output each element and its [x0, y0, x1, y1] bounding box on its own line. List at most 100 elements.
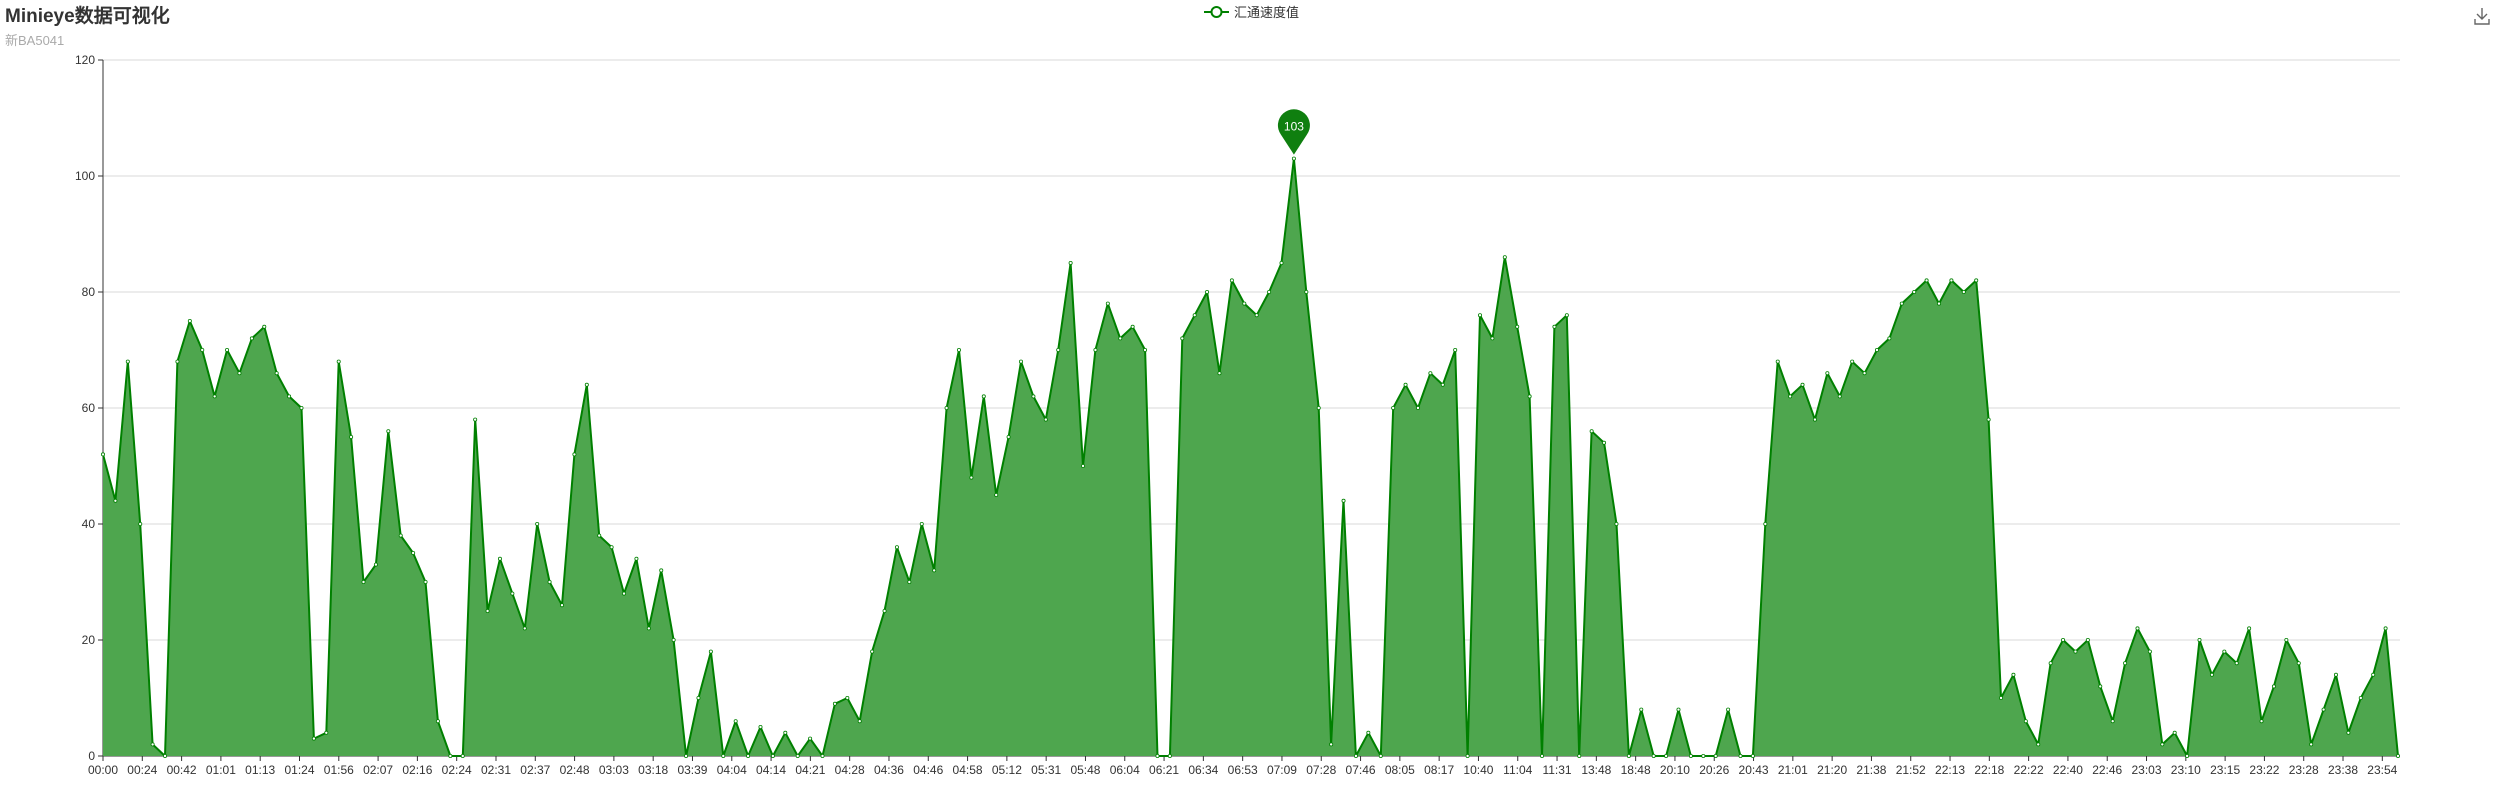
data-point	[2222, 649, 2227, 654]
x-tick-label: 05:31	[1031, 763, 1061, 777]
data-point	[1515, 324, 1520, 329]
max-marker: 103	[1277, 109, 1310, 155]
data-point	[1093, 347, 1098, 352]
data-point	[1031, 394, 1036, 399]
x-tick-label: 20:10	[1660, 763, 1690, 777]
data-point	[2209, 672, 2214, 677]
x-tick-label: 02:37	[520, 763, 550, 777]
x-tick-label: 02:24	[442, 763, 472, 777]
data-point	[113, 498, 118, 503]
data-point	[907, 580, 912, 585]
x-tick-label: 01:01	[206, 763, 236, 777]
data-point	[448, 754, 453, 759]
data-point	[547, 580, 552, 585]
data-point	[1267, 289, 1272, 294]
data-point	[994, 492, 999, 497]
data-point	[1366, 730, 1371, 735]
data-point	[349, 434, 354, 439]
data-point	[2048, 661, 2053, 666]
data-point	[386, 429, 391, 434]
chart-subtitle: 新BA5041	[5, 33, 65, 48]
data-point	[1589, 429, 1594, 434]
series-area	[103, 158, 2398, 757]
data-point	[1688, 754, 1693, 759]
data-point	[870, 649, 875, 654]
data-point	[225, 347, 230, 352]
data-point	[2073, 649, 2078, 654]
data-point	[2371, 672, 2376, 677]
data-point	[1242, 301, 1247, 306]
x-tick-label: 05:12	[992, 763, 1022, 777]
data-point	[981, 394, 986, 399]
x-tick-label: 08:05	[1385, 763, 1415, 777]
legend-label: 汇通速度值	[1234, 5, 1300, 20]
data-point	[795, 754, 800, 759]
data-point	[1788, 394, 1793, 399]
data-point	[2011, 672, 2016, 677]
data-point	[1775, 359, 1780, 364]
data-point	[262, 324, 267, 329]
data-point	[1527, 394, 1532, 399]
marker-pin	[1277, 109, 1310, 155]
data-point	[187, 318, 192, 323]
data-point	[1999, 696, 2004, 701]
data-point	[560, 603, 565, 608]
data-point	[125, 359, 130, 364]
data-point	[1949, 278, 1954, 283]
data-point	[1440, 382, 1445, 387]
data-point	[1415, 405, 1420, 410]
x-tick-label: 23:03	[2132, 763, 2162, 777]
data-point	[1019, 359, 1024, 364]
data-point	[175, 359, 180, 364]
data-point	[2160, 742, 2165, 747]
data-point	[1812, 417, 1817, 422]
x-tick-label: 06:34	[1188, 763, 1218, 777]
data-point	[758, 725, 763, 730]
data-point	[634, 556, 639, 561]
data-point	[2172, 730, 2177, 735]
data-point	[1105, 301, 1110, 306]
data-point	[646, 626, 651, 631]
download-icon[interactable]	[2472, 6, 2492, 26]
data-point	[510, 591, 515, 596]
data-point	[535, 522, 540, 527]
data-point	[746, 754, 751, 759]
data-point	[299, 405, 304, 410]
data-point	[572, 452, 577, 457]
x-tick-label: 07:46	[1346, 763, 1376, 777]
x-tick-label: 22:46	[2092, 763, 2122, 777]
series-group	[101, 156, 2400, 759]
data-point	[1862, 371, 1867, 376]
x-tick-label: 00:24	[127, 763, 157, 777]
data-point	[1341, 498, 1346, 503]
x-tick-label: 01:13	[245, 763, 275, 777]
x-tick-label: 23:15	[2210, 763, 2240, 777]
x-tick-label: 02:48	[560, 763, 590, 777]
data-point	[522, 626, 527, 631]
data-point	[1651, 754, 1656, 759]
data-point	[1602, 440, 1607, 445]
data-point	[212, 394, 217, 399]
data-point	[1577, 754, 1582, 759]
data-point	[832, 701, 837, 706]
data-point	[1254, 313, 1259, 318]
data-point	[1502, 255, 1507, 260]
x-tick-label: 03:18	[638, 763, 668, 777]
data-point	[2247, 626, 2252, 631]
data-point	[1800, 382, 1805, 387]
data-point	[1986, 417, 1991, 422]
x-tick-label: 04:21	[795, 763, 825, 777]
data-point	[1899, 301, 1904, 306]
x-tick-label: 11:31	[1542, 763, 1571, 777]
data-point	[435, 719, 440, 724]
data-point	[1924, 278, 1929, 283]
x-tick-label: 21:38	[1856, 763, 1886, 777]
x-tick-label: 13:48	[1581, 763, 1611, 777]
data-point	[1490, 336, 1495, 341]
x-tick-label: 04:04	[717, 763, 747, 777]
data-point	[609, 545, 614, 550]
data-point	[138, 522, 143, 527]
line-circle-icon	[1204, 5, 1229, 18]
legend-item-series[interactable]: 汇通速度值	[1204, 2, 1299, 21]
